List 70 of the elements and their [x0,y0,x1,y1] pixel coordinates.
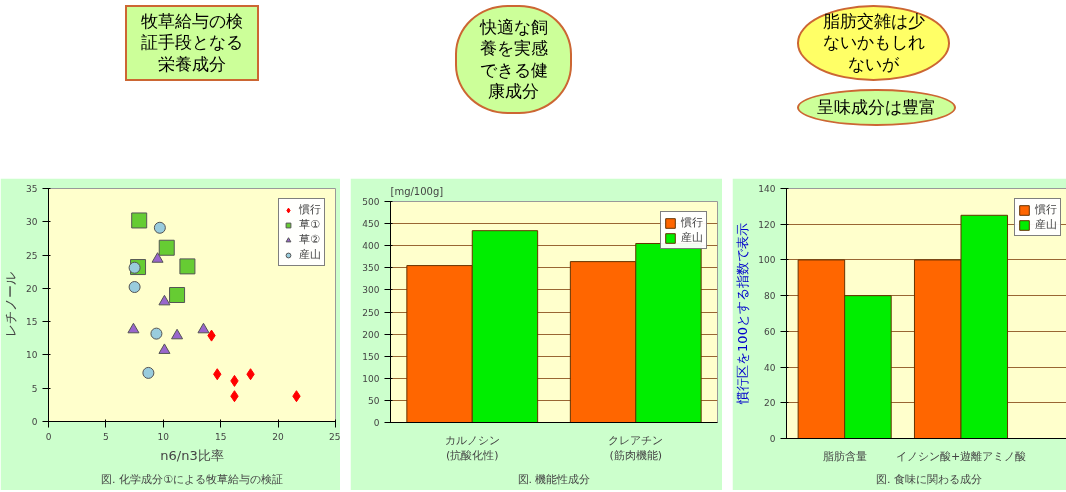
legend-label: 産山 [299,247,321,262]
y-tick-label: 80 [764,291,776,302]
y-tick-label: 10 [26,350,38,361]
y-tick-label: 250 [362,307,380,318]
y-tick-label: 450 [362,219,380,230]
y-tick-label: 5 [31,383,38,394]
x-tick-label: 25 [329,431,341,442]
point [128,281,141,294]
point [153,221,166,234]
y-tick-label: 50 [368,395,380,406]
x-tick-label: 5 [103,431,109,442]
x-tick-label: 20 [272,431,285,442]
text: 牧草給与の検証手段となる栄養成分 [125,5,260,81]
y-tick-label: 140 [758,184,776,194]
text: 図. 機能性成分 [517,472,591,486]
point [197,322,210,334]
point [142,366,155,379]
legend-label: 慣行 [681,215,703,230]
point [127,322,140,334]
y-tick-label: 20 [26,283,38,294]
legend-label: 草① [299,217,320,232]
y-axis-title: [mg/100g] [390,185,444,197]
x-tick-label: イノシン酸+遊離アミノ酸 [895,449,1027,463]
legend-label: 慣行 [1035,202,1057,217]
y-tick-label: 100 [362,373,380,384]
y-tick-label: 40 [764,362,776,373]
point [128,261,141,274]
point [158,343,171,354]
y-tick-label: 30 [26,217,38,228]
y-tick-label: 500 [362,197,380,207]
legend-label: 草② [299,232,320,247]
y-tick-label: 20 [764,398,776,409]
legend-label: 産山 [1035,217,1057,232]
y-tick-label: 0 [31,417,38,427]
y-tick-label: 150 [362,351,380,362]
point [150,327,163,340]
legend-label: 産山 [681,230,703,245]
x-tick-label: 0 [45,431,52,442]
y-tick-label: 35 [26,184,38,194]
x-tick-label: 脂肪含量 [822,449,867,463]
y-tick-label: 300 [362,285,380,296]
point [131,212,148,229]
point [151,252,164,263]
y-tick-label: 400 [362,241,380,252]
point [179,258,196,275]
y-axis-title: レチノール [3,272,19,338]
text: 図. 化学成分①による牧草給与の検証 [101,472,283,486]
y-tick-label: 350 [362,263,380,274]
y-tick-label: 15 [26,317,38,328]
y-tick-label: 0 [373,418,380,428]
x-axis-title: n6/n3比率 [160,447,224,463]
x-tick-label: クレアチン (筋肉機能) [608,433,664,463]
x-tick-label: 15 [214,431,227,442]
y-tick-label: 120 [758,219,776,230]
x-tick-label: カルノシン (抗酸化性) [444,433,500,463]
point [169,287,186,304]
y-tick-label: 25 [26,250,38,261]
text: 快適な飼養を実感できる健康成分 [455,5,573,114]
y-tick-label: 200 [362,329,380,340]
y-tick-label: 60 [764,326,776,337]
text: 呈味成分は豊富 [797,88,956,126]
y-axis-title: 慣行区を100とする指数で表示 [735,223,751,405]
point [171,328,184,340]
text: 図. 食味に関わる成分 [876,472,982,486]
point [158,239,175,256]
point [158,294,171,306]
y-tick-label: 100 [758,255,776,266]
text: 脂肪交雑は少ないかもしれないが [797,5,950,81]
legend-label: 慣行 [299,202,321,217]
x-tick-label: 10 [157,431,170,442]
